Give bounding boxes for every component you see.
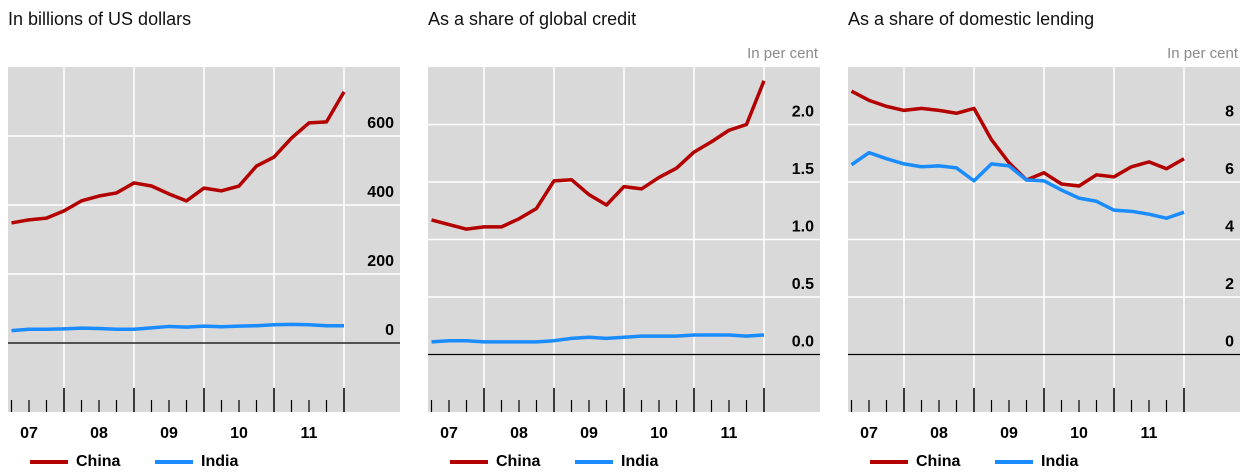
series-line xyxy=(850,150,1185,220)
panel-title: In billions of US dollars xyxy=(8,9,191,29)
legend-label: India xyxy=(1041,453,1078,470)
y-tick-label: 0 xyxy=(1225,334,1234,351)
y-tick-label: 0 xyxy=(385,322,394,339)
x-tick-label: 10 xyxy=(1070,425,1088,442)
x-tick-label: 07 xyxy=(20,425,38,442)
series-line xyxy=(431,80,766,231)
x-tick-label: 07 xyxy=(440,425,458,442)
panel-title: As a share of global credit xyxy=(428,9,636,29)
panel-subtitle: In per cent xyxy=(1167,45,1239,62)
y-tick-label: 200 xyxy=(367,253,394,270)
y-tick-label: 0.0 xyxy=(792,334,814,351)
x-tick-label: 10 xyxy=(650,425,668,442)
y-tick-label: 4 xyxy=(1225,219,1234,236)
panel-title: As a share of domestic lending xyxy=(848,9,1094,29)
x-tick-label: 08 xyxy=(90,425,108,442)
x-tick-label: 08 xyxy=(930,425,948,442)
x-tick-label: 11 xyxy=(1141,425,1158,442)
series-line xyxy=(11,90,346,225)
legend-label: India xyxy=(621,453,658,470)
legend-label: China xyxy=(916,453,961,470)
x-tick-label: 08 xyxy=(510,425,528,442)
legend-label: India xyxy=(201,453,238,470)
y-tick-label: 0.5 xyxy=(792,276,814,293)
x-tick-label: 09 xyxy=(580,425,598,442)
legend-label: China xyxy=(76,453,121,470)
x-tick-label: 10 xyxy=(230,425,248,442)
y-tick-label: 600 xyxy=(367,115,394,132)
panel-subtitle: In per cent xyxy=(747,45,819,62)
y-tick-label: 2 xyxy=(1225,276,1234,293)
x-tick-label: 09 xyxy=(1000,425,1018,442)
x-tick-label: 11 xyxy=(721,425,738,442)
y-tick-label: 1.5 xyxy=(792,161,814,178)
y-tick-label: 400 xyxy=(367,184,394,201)
y-tick-label: 2.0 xyxy=(792,104,814,121)
y-tick-label: 1.0 xyxy=(792,219,814,236)
series-line xyxy=(431,333,765,344)
y-tick-label: 6 xyxy=(1225,161,1234,178)
legend-label: China xyxy=(496,453,541,470)
x-tick-label: 11 xyxy=(301,425,318,442)
x-tick-label: 09 xyxy=(160,425,178,442)
y-tick-label: 8 xyxy=(1225,104,1234,121)
series-line xyxy=(11,322,344,333)
x-tick-label: 07 xyxy=(860,425,878,442)
